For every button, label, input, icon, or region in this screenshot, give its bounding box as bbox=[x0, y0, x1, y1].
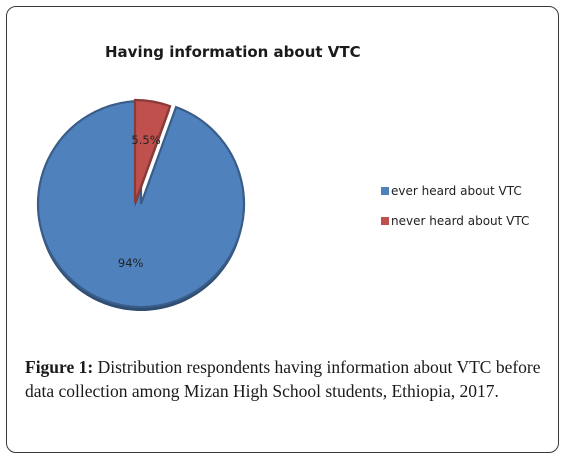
legend-swatch bbox=[381, 217, 389, 225]
legend-item-never-heard: never heard about VTC bbox=[381, 213, 529, 229]
pie-slice-label: 94% bbox=[118, 256, 144, 270]
legend-item-ever-heard: ever heard about VTC bbox=[381, 183, 529, 199]
chart-legend: ever heard about VTC never heard about V… bbox=[381, 183, 529, 243]
chart-title: Having information about VTC bbox=[105, 43, 361, 61]
legend-swatch bbox=[381, 187, 389, 195]
legend-label: never heard about VTC bbox=[391, 214, 530, 228]
caption-text: Distribution respondents having informat… bbox=[25, 357, 541, 401]
legend-label: ever heard about VTC bbox=[391, 184, 522, 198]
pie-slice bbox=[133, 98, 172, 204]
pie-slice-label: 5.5% bbox=[131, 133, 160, 147]
pie-slice bbox=[36, 99, 246, 309]
pie-chart: 94% 5.5% bbox=[36, 98, 246, 311]
figure-caption: Figure 1: Distribution respondents havin… bbox=[25, 355, 565, 403]
caption-prefix: Figure 1: bbox=[25, 357, 94, 377]
figure-frame: Having information about VTC 94% 5.5% eve… bbox=[6, 6, 559, 453]
